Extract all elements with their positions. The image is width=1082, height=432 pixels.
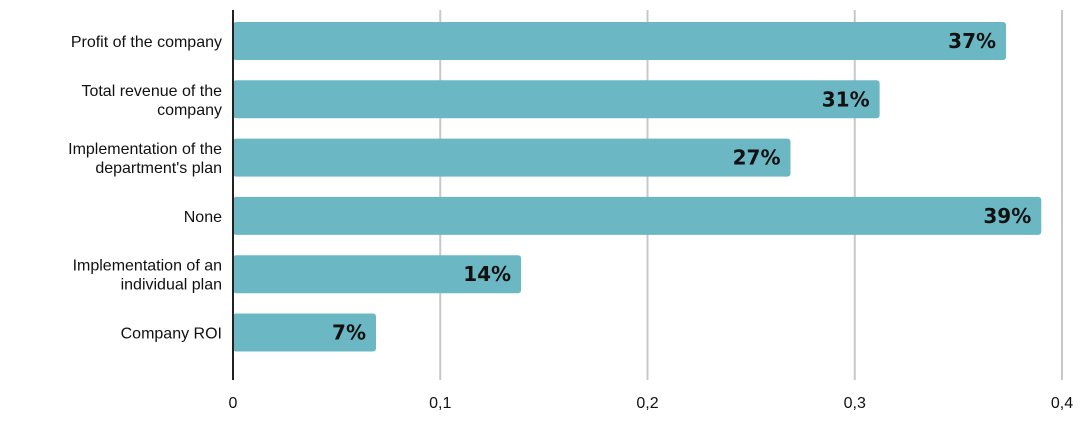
category-label-line: individual plan bbox=[121, 277, 222, 294]
x-tick-label: 0,3 bbox=[844, 395, 866, 412]
category-label-line: Total revenue of the bbox=[81, 83, 222, 100]
category-label-line: Implementation of the bbox=[68, 141, 222, 158]
category-label: None bbox=[184, 209, 222, 226]
x-tick-label: 0 bbox=[229, 395, 238, 412]
labels: 0 0,1 0,2 0,3 0,4 37% Profit of the company 31%… bbox=[68, 29, 1073, 412]
data-label: 27% bbox=[733, 146, 781, 170]
bar bbox=[233, 313, 377, 352]
data-label: 31% bbox=[822, 87, 870, 111]
bar bbox=[233, 80, 880, 119]
category-label-line: company bbox=[157, 102, 222, 119]
category-label-line: department's plan bbox=[95, 160, 222, 177]
bar bbox=[233, 22, 1007, 60]
category-label: Implementation of an individual plan bbox=[73, 258, 222, 294]
category-label-line: Implementation of an bbox=[73, 258, 222, 275]
category-label: Implementation of the department's plan bbox=[68, 141, 222, 177]
category-label-line: Profit of the company bbox=[71, 34, 222, 51]
bar bbox=[233, 255, 522, 294]
bars bbox=[233, 22, 1042, 352]
data-label: 37% bbox=[948, 29, 996, 53]
data-label: 14% bbox=[463, 262, 511, 286]
bar bbox=[233, 138, 791, 177]
category-label: Company ROI bbox=[121, 326, 222, 343]
category-label-line: None bbox=[184, 209, 222, 226]
bar bbox=[233, 196, 1042, 235]
x-tick-label: 0,4 bbox=[1051, 395, 1073, 412]
data-label: 7% bbox=[332, 321, 366, 345]
category-label: Profit of the company bbox=[71, 34, 222, 51]
category-label: Total revenue of the company bbox=[81, 83, 222, 119]
category-label-line: Company ROI bbox=[121, 326, 222, 343]
data-label: 39% bbox=[983, 204, 1031, 228]
x-tick-label: 0,2 bbox=[636, 395, 658, 412]
x-tick-label: 0,1 bbox=[429, 395, 451, 412]
gridlines bbox=[439, 10, 1063, 380]
